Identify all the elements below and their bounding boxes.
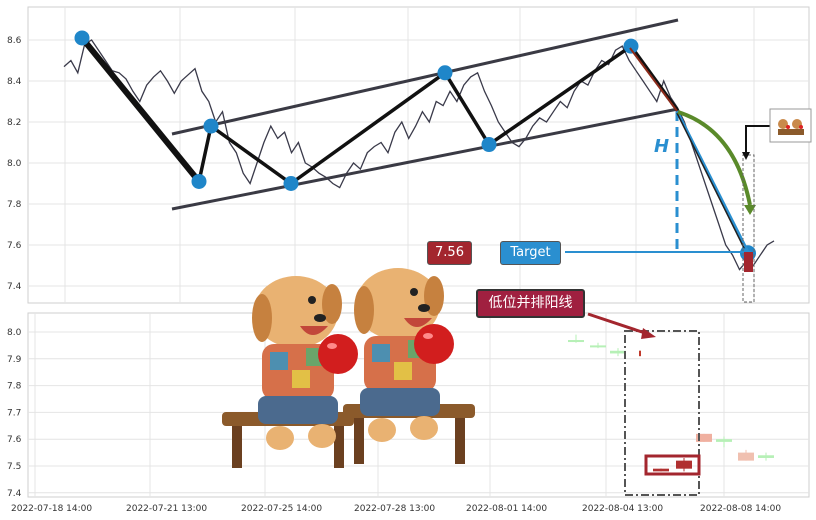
- projection-line: [675, 110, 750, 253]
- lower-y-tick-label: 7.4: [7, 489, 22, 499]
- annotation-arrowhead: [641, 328, 656, 339]
- target-candle: [744, 252, 753, 272]
- value-label-box: 7.56: [427, 241, 472, 265]
- lower-y-tick-label: 7.8: [7, 382, 22, 392]
- target-label: Target: [510, 245, 551, 260]
- upper-y-axis: 7.4 7.6 7.8 8.0 8.2 8.4 8.6: [7, 36, 22, 292]
- zigzag-pivot: [191, 173, 207, 189]
- zigzag-segment: [197, 124, 213, 184]
- upper-y-tick-label: 7.4: [7, 282, 22, 292]
- candle-body: [610, 350, 626, 354]
- upper-panel: [27, 6, 810, 304]
- lower-y-tick-label: 7.5: [7, 462, 21, 472]
- x-tick-label: 2022-08-08 14:00: [700, 504, 781, 514]
- zigzag-pivot: [481, 137, 497, 153]
- candle-body: [590, 345, 606, 348]
- lower-y-tick-label: 8.0: [7, 328, 22, 338]
- price-line: [63, 39, 775, 271]
- candle-body: [738, 452, 754, 461]
- candle-body: [676, 460, 692, 469]
- zigzag-segment: [79, 34, 202, 185]
- lower-y-axis: 7.4 7.5 7.6 7.7 7.8 7.9 8.0: [7, 328, 22, 499]
- zigzag-segment: [487, 44, 633, 147]
- candle-body: [653, 468, 669, 472]
- zigzag-pivot: [623, 38, 639, 54]
- upper-y-tick-label: 7.8: [7, 200, 22, 210]
- x-tick-label: 2022-07-21 13:00: [126, 504, 207, 514]
- annotation-arrow: [587, 312, 649, 336]
- projection-line-shadow: [676, 112, 747, 253]
- zigzag-pivot: [437, 65, 453, 81]
- zigzag-segment: [289, 71, 447, 186]
- pointer-arrow: [745, 125, 770, 155]
- candle-body: [639, 350, 641, 357]
- brown-segment: [629, 47, 678, 112]
- curved-arrowhead: [744, 205, 756, 215]
- upper-grid: [28, 39, 809, 287]
- value-label: 7.56: [435, 245, 464, 260]
- upper-y-tick-label: 8.4: [7, 77, 22, 87]
- x-axis: 2022-07-18 14:00 2022-07-21 13:00 2022-07-…: [11, 504, 781, 514]
- lower-y-tick-label: 7.6: [7, 435, 22, 445]
- dogs-illustration: [222, 268, 475, 468]
- measure-label: H: [654, 136, 669, 157]
- x-tick-label: 2022-08-04 13:00: [582, 504, 663, 514]
- x-tick-label: 2022-07-25 14:00: [241, 504, 322, 514]
- zigzag-pivot: [203, 118, 219, 134]
- upper-y-tick-label: 7.6: [7, 241, 22, 251]
- zigzag-pivot: [283, 176, 299, 191]
- thumbnail-dogs-image: [778, 119, 804, 135]
- upper-y-tick-label: 8.6: [7, 36, 22, 46]
- channel-upper-line: [171, 18, 679, 136]
- zigzag-segment: [443, 71, 491, 147]
- zigzag-pivot: [74, 30, 90, 46]
- lower-y-tick-label: 7.7: [7, 408, 21, 418]
- upper-y-tick-label: 8.2: [7, 118, 21, 128]
- pattern-annotation-box: 低位并排阳线: [476, 289, 585, 318]
- zigzag-pattern: [74, 30, 756, 262]
- x-tick-label: 2022-07-18 14:00: [11, 504, 92, 514]
- candle-body: [696, 433, 712, 442]
- x-tick-label: 2022-08-01 14:00: [466, 504, 547, 514]
- pointer-arrowhead: [742, 152, 750, 160]
- candle-body: [716, 439, 732, 442]
- x-tick-label: 2022-07-28 13:00: [354, 504, 435, 514]
- pattern-annotation: 低位并排阳线: [488, 295, 573, 311]
- zigzag-segment: [209, 124, 293, 186]
- pattern-highlight-box: [624, 330, 700, 496]
- pattern-candle-box: [644, 454, 701, 476]
- candle-body: [758, 455, 774, 458]
- channel-lower-line: [171, 107, 679, 211]
- candle-body: [568, 340, 584, 343]
- upper-y-tick-label: 8.0: [7, 159, 22, 169]
- candlesticks: [568, 334, 774, 472]
- lower-y-tick-label: 7.9: [7, 355, 22, 365]
- curved-arrow: [677, 110, 752, 206]
- thumbnail-frame: [769, 108, 812, 143]
- target-label-box: Target: [500, 241, 561, 265]
